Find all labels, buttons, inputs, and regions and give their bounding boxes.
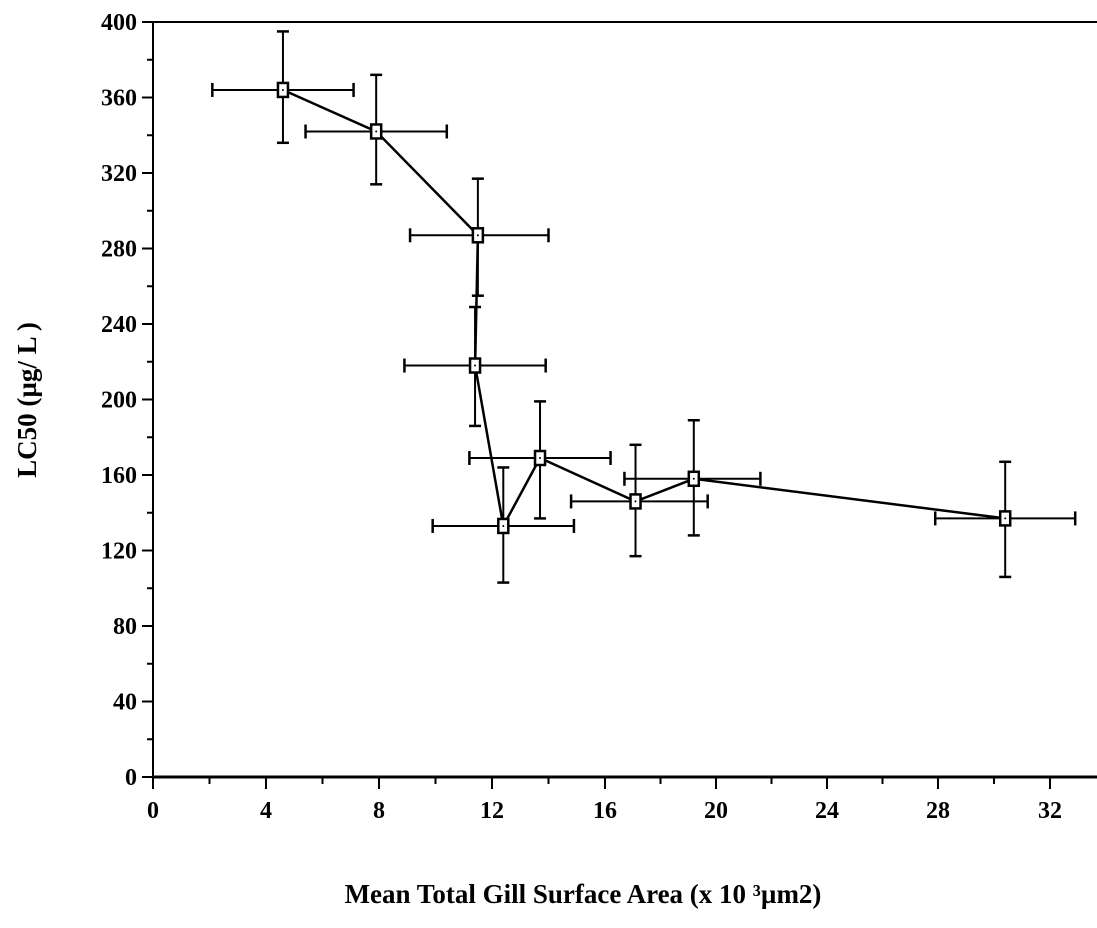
x-tick-label: 24 <box>815 798 839 824</box>
data-point-center <box>692 477 695 480</box>
x-tick-label: 12 <box>480 798 504 824</box>
data-point-center <box>1004 517 1007 520</box>
y-tick-label: 40 <box>113 690 137 716</box>
y-tick-label: 80 <box>113 614 137 640</box>
x-axis-title: Mean Total Gill Surface Area (x 10 ³µm2) <box>345 879 822 909</box>
x-tick-label: 28 <box>926 798 950 824</box>
data-point-center <box>634 500 637 503</box>
x-tick-label: 0 <box>147 798 159 824</box>
y-axis-ticks: 0 40 80 120 160 200 240 280 320 360 400 <box>101 10 153 791</box>
x-tick-label: 32 <box>1038 798 1062 824</box>
y-tick-label: 240 <box>101 312 137 338</box>
y-tick-label: 280 <box>101 237 137 263</box>
y-tick-label: 160 <box>101 463 137 489</box>
data-series <box>211 30 1077 584</box>
x-tick-label: 4 <box>260 798 272 824</box>
x-tick-label: 16 <box>593 798 617 824</box>
y-tick-label: 360 <box>101 86 137 112</box>
data-point-center <box>476 234 479 237</box>
x-tick-label: 8 <box>373 798 385 824</box>
x-tick-label: 20 <box>704 798 728 824</box>
y-tick-label: 320 <box>101 161 137 187</box>
y-tick-label: 0 <box>125 765 137 791</box>
x-axis-ticks: 0 4 8 12 16 20 24 28 32 <box>147 777 1062 824</box>
data-point-center <box>474 364 477 367</box>
axes <box>152 21 1097 779</box>
data-point-center <box>539 457 542 460</box>
y-tick-label: 400 <box>101 10 137 36</box>
y-axis-title: LC50 (µg/ L ) <box>12 322 42 478</box>
y-tick-label: 200 <box>101 388 137 414</box>
data-point-center <box>281 88 284 91</box>
data-point-center <box>375 130 378 133</box>
series-line <box>282 88 1006 530</box>
data-point-center <box>502 524 505 527</box>
y-tick-label: 120 <box>101 539 137 565</box>
